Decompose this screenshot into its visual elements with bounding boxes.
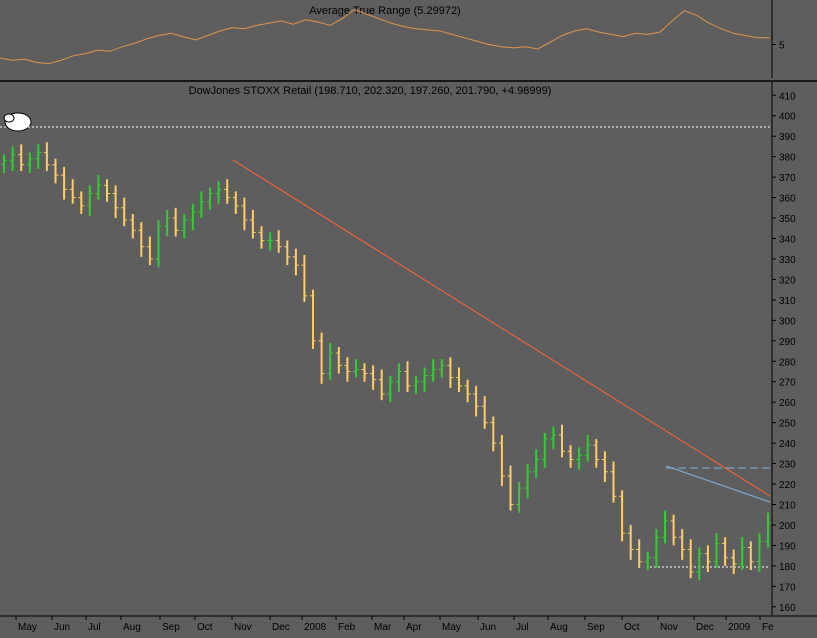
x-tick-label: 2009 [728, 622, 751, 633]
price-y-tick-label: 240 [779, 439, 796, 450]
price-y-ticks: 160 170 180 190 200 210 220 230 240 250 260 270 280 2… [772, 91, 796, 614]
atr-y-tick-label: 5 [779, 41, 785, 52]
price-y-tick-label: 180 [779, 562, 796, 573]
atr-line [0, 9, 770, 65]
price-y-tick-label: 320 [779, 275, 796, 286]
atr-panel: Average True Range (5.29972) 5 [0, 0, 785, 78]
price-panel: DowJones STOXX Retail (198.710, 202.320,… [0, 82, 796, 615]
x-tick-label: Sep [587, 622, 605, 633]
price-y-tick-label: 280 [779, 357, 796, 368]
x-tick-label: Aug [123, 622, 141, 633]
atr-y-ticks: 5 [772, 41, 785, 52]
x-tick-label: May [442, 622, 461, 633]
x-ticks: May Jun Jul Aug Sep Oct Nov Dec 2008 Feb Mar Apr May… [15, 616, 774, 633]
price-y-tick-label: 250 [779, 419, 796, 430]
bull-logo [3, 112, 32, 132]
price-y-tick-label: 300 [779, 316, 796, 327]
x-tick-label: Oct [197, 622, 213, 633]
x-tick-label: Aug [550, 622, 568, 633]
price-bars [1, 142, 771, 581]
price-y-tick-label: 200 [779, 521, 796, 532]
x-tick-label: Jun [480, 622, 496, 633]
support-line [665, 465, 771, 503]
price-y-tick-label: 360 [779, 194, 796, 205]
bull-head [3, 113, 15, 123]
downtrend-line [232, 159, 771, 497]
price-y-tick-label: 310 [779, 296, 796, 307]
x-tick-label: Apr [406, 622, 422, 633]
price-y-tick-label: 160 [779, 603, 796, 614]
price-y-tick-label: 220 [779, 480, 796, 491]
price-y-tick-label: 330 [779, 255, 796, 266]
x-tick-label: Dec [696, 622, 714, 633]
x-tick-label: Mar [374, 622, 392, 633]
x-tick-label: May [18, 622, 37, 633]
price-y-tick-label: 410 [779, 91, 796, 102]
atr-title: Average True Range (5.29972) [309, 5, 460, 17]
price-y-tick-label: 340 [779, 235, 796, 246]
price-y-tick-label: 190 [779, 541, 796, 552]
x-tick-label: Feb [338, 622, 356, 633]
x-tick-label: Nov [234, 622, 252, 633]
price-y-tick-label: 230 [779, 460, 796, 471]
x-tick-label: Jul [516, 622, 529, 633]
price-y-tick-label: 400 [779, 112, 796, 123]
price-y-tick-label: 350 [779, 214, 796, 225]
price-y-tick-label: 290 [779, 337, 796, 348]
x-tick-label: Fe [762, 622, 774, 633]
price-y-tick-label: 260 [779, 398, 796, 409]
x-tick-label: Nov [660, 622, 678, 633]
x-tick-label: Jun [54, 622, 70, 633]
price-y-tick-label: 210 [779, 501, 796, 512]
x-tick-label: Jul [88, 622, 101, 633]
price-y-tick-label: 170 [779, 582, 796, 593]
price-y-tick-label: 380 [779, 153, 796, 164]
x-tick-label: Oct [624, 622, 640, 633]
price-y-tick-label: 390 [779, 132, 796, 143]
price-title: DowJones STOXX Retail (198.710, 202.320,… [189, 85, 552, 97]
price-y-tick-label: 270 [779, 378, 796, 389]
x-tick-label: Dec [272, 622, 290, 633]
price-y-tick-label: 370 [779, 173, 796, 184]
x-tick-label: Sep [162, 622, 180, 633]
x-tick-label: 2008 [304, 622, 327, 633]
